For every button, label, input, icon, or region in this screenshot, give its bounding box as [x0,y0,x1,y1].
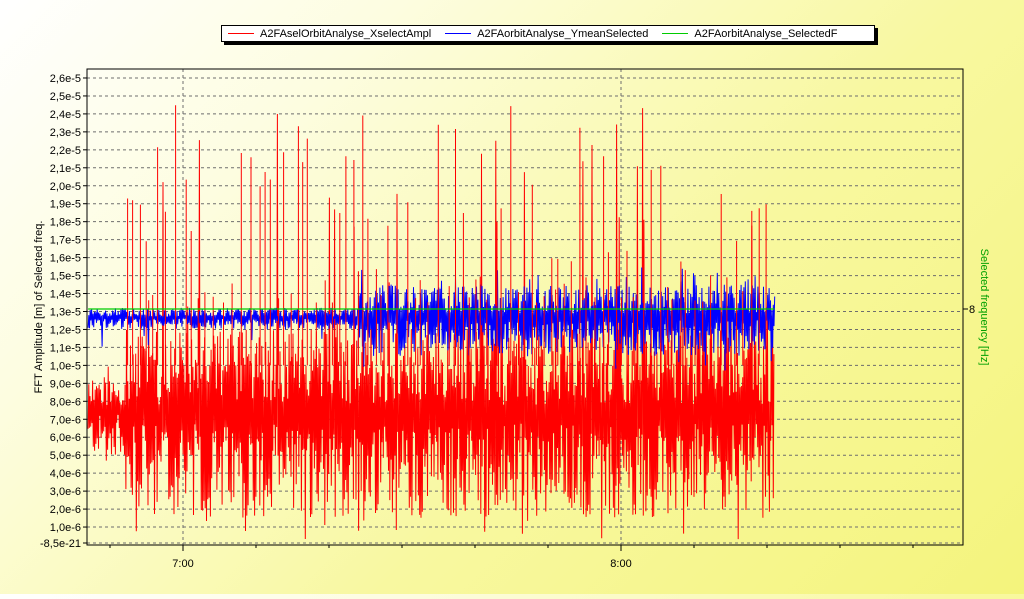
legend-item-ymean: A2FAorbitAnalyse_YmeanSelected [445,28,648,40]
series-xselectampl [124,108,775,540]
legend-swatch-green [662,33,689,34]
y-tick-label: 2,4e-5 [50,109,81,121]
y-tick-label: 1,1e-5 [50,342,81,354]
y-tick-label: 4,0e-6 [50,468,81,480]
y-tick-label: 2,5e-5 [50,91,81,103]
y-tick-label: 1,0e-6 [50,522,81,534]
legend-item-selectedf: A2FAorbitAnalyse_SelectedF [662,27,838,40]
series-xselectampl-spikes [127,105,767,366]
y2-axis-label: Selected frequency [Hz] [978,249,990,366]
y-tick-label: 1,3e-5 [50,306,81,318]
x-tick-label: 7:00 [172,558,193,570]
legend-swatch-red [228,33,254,34]
y-tick-label: 2,6e-5 [50,73,81,85]
y-axis-label: FFT Amplitude [m] of Selected freq. [33,221,45,394]
y-tick-label: 6,0e-6 [50,432,81,444]
legend: A2FAselOrbitAnalyse_XselectAmpl A2FAorbi… [221,25,875,42]
y-tick-label: 2,0e-6 [50,504,81,516]
y-tick-label: 2,1e-5 [50,163,81,175]
series-xselectampl [87,366,126,461]
y-tick-label: 7,0e-6 [50,414,81,426]
legend-label: A2FAselOrbitAnalyse_XselectAmpl [260,27,432,40]
y-tick-label: 1,7e-5 [50,235,81,247]
y-tick-label: 1,5e-5 [50,271,81,283]
legend-item-xselect: A2FAselOrbitAnalyse_XselectAmpl [228,28,431,40]
y-tick-label: 1,0e-5 [50,360,81,372]
legend-label: A2FAorbitAnalyse_SelectedF [694,27,838,40]
legend-label: A2FAorbitAnalyse_YmeanSelected [477,27,649,40]
y-tick-label: 1,2e-5 [50,324,81,336]
y-tick-label: 1,4e-5 [50,289,81,301]
y-tick-label: 1,9e-5 [50,199,81,211]
plot-frame [86,68,964,546]
series-ymeanselected [87,307,359,347]
y-tick-label: -8,5e-21 [40,538,81,550]
legend-swatch-blue [445,33,472,34]
x-tick-label: 8:00 [610,558,631,570]
y-tick-label: 5,0e-6 [50,450,81,462]
y-tick-label: 8,0e-6 [50,396,81,408]
y-tick-label: 2,0e-5 [50,181,81,193]
y-tick-label: 1,6e-5 [50,253,81,265]
y-tick-label: 1,8e-5 [50,217,81,229]
axis-layer: 2,6e-5 2,5e-5 2,4e-5 2,3e-5 2,2e-5 2,1e-5 2,0e… [33,68,990,570]
y2-tick-label: 8 [969,304,975,316]
series-layer [87,105,776,540]
y-tick-label: 2,2e-5 [50,145,81,157]
y-tick-label: 9,0e-6 [50,378,81,390]
y-tick-label: 3,0e-6 [50,486,81,498]
y-tick-label: 2,3e-5 [50,127,81,139]
